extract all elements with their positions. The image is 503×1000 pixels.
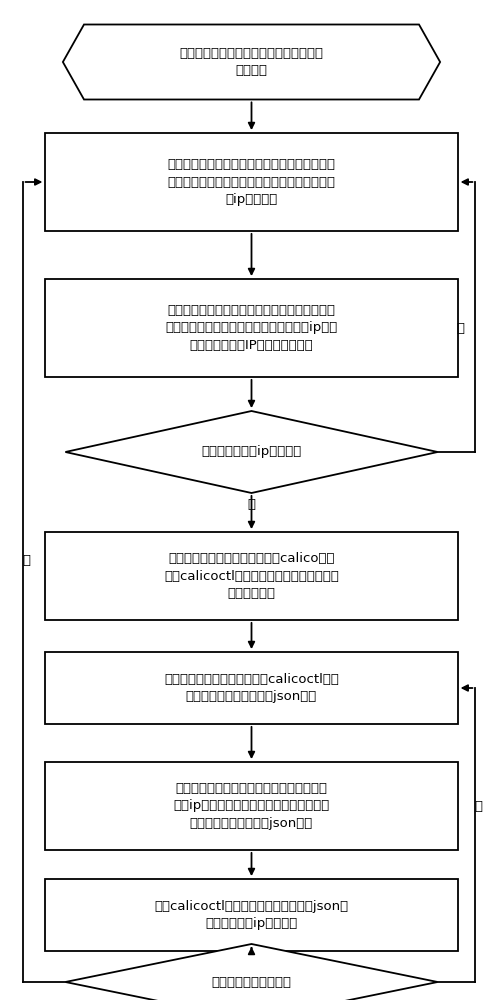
Bar [45,652,458,724]
Polygon shape [63,25,440,100]
Text: 数据库集群浮动ip状态检测: 数据库集群浮动ip状态检测 [201,446,302,458]
Polygon shape [65,411,438,493]
Text: 是: 是 [247,497,256,510]
Bar [45,532,458,620]
Text: 否: 否 [456,322,464,334]
Text: 数据库集群控制中心组件与每个数据库集群的数
据库节点监控组件实时通讯，实时监控集群的浮
动ip状态信息: 数据库集群控制中心组件与每个数据库集群的数 据库节点监控组件实时通讯，实时监控集… [167,158,336,206]
Text: 数据库集群控制中心组件会通过calico控制
组件calicoctl，与容器网络进行交互，动态
更改容器网络: 数据库集群控制中心组件会通过calico控制 组件calicoctl，与容器网络… [164,552,339,600]
Text: 通过calicoctl组件，执行新的网络描述json文
件，使容器的ip配置生效: 通过calicoctl组件，执行新的网络描述json文 件，使容器的ip配置生效 [154,900,349,930]
Bar [45,279,458,377]
Text: 数据库集群控制中心组件读取数据库集群
配置信息: 数据库集群控制中心组件读取数据库集群 配置信息 [180,47,323,77]
Text: 数据库节点监控组件解析获取请求参数检查该机
器网络配置，是否包含该网卡名称、浮动ip，有
则返回查询浮动IP成功，否则失败: 数据库节点监控组件解析获取请求参数检查该机 器网络配置，是否包含该网卡名称、浮动… [165,304,338,352]
Bar [45,133,458,231]
Text: 是: 是 [22,554,30,566]
Text: 检测网络更改是否生效: 检测网络更改是否生效 [211,976,292,988]
Text: 数据库集群控制中心组件基于calicoctl生成
当前容器网络的网络描述json文件: 数据库集群控制中心组件基于calicoctl生成 当前容器网络的网络描述json… [164,673,339,703]
Text: 基于数据库集群的状态变化，获取所有需要
发生ip变更的的数据库集群容器节点信息，
动态生成新的网络描述json文件: 基于数据库集群的状态变化，获取所有需要 发生ip变更的的数据库集群容器节点信息，… [174,782,329,830]
Bar [45,762,458,850]
Polygon shape [65,944,438,1000]
Text: 否: 否 [475,800,483,812]
Bar [45,879,458,951]
